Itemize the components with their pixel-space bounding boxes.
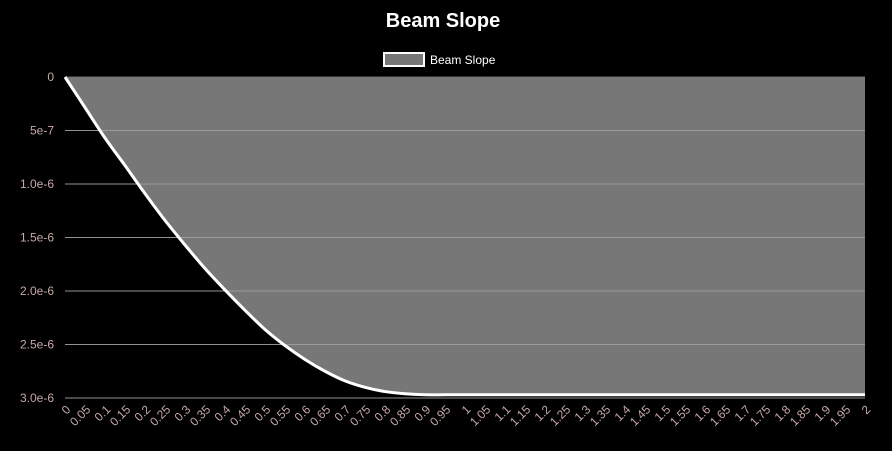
legend[interactable]: Beam Slope [383, 52, 496, 67]
x-tick-label: 1.75 [747, 402, 774, 429]
x-tick-label: 0.75 [347, 402, 374, 429]
x-tick-label: 1.55 [667, 402, 694, 429]
x-tick-label: 0.35 [187, 402, 214, 429]
y-tick-label: 1.5e-6 [20, 231, 54, 245]
x-tick-label: 0.85 [387, 402, 414, 429]
y-tick-label: 2.5e-6 [20, 338, 54, 352]
x-tick-label: 1.35 [587, 402, 614, 429]
y-tick-label: 1.0e-6 [20, 177, 54, 191]
y-tick-label: 3.0e-6 [20, 391, 54, 405]
x-tick-label: 0.15 [107, 402, 134, 429]
x-tick-label: 1.05 [467, 402, 494, 429]
legend-swatch[interactable] [383, 52, 425, 67]
x-tick-label: 1.15 [507, 402, 534, 429]
y-tick-label: 2.0e-6 [20, 284, 54, 298]
x-tick-label: 1.95 [827, 402, 854, 429]
beam-slope-area [65, 77, 865, 395]
x-tick-label: 1.45 [627, 402, 654, 429]
x-tick-label: 0.45 [227, 402, 254, 429]
x-tick-label: 0.95 [427, 402, 454, 429]
beam-slope-line [63, 76, 865, 397]
x-tick-label: 2 [859, 402, 874, 417]
x-tick-label: 0.65 [307, 402, 334, 429]
y-axis-ticks: 0 5e-7 1.0e-6 1.5e-6 2.0e-6 2.5e-6 3.0e-6 [20, 70, 54, 405]
x-tick-label: 1.65 [707, 402, 734, 429]
x-tick-label: 0.25 [147, 402, 174, 429]
y-tick-label: 0 [47, 70, 54, 84]
x-tick-label: 0.55 [267, 402, 294, 429]
x-tick-label: 1.85 [787, 402, 814, 429]
x-axis-ticks: 00.050.10.150.20.250.30.350.40.450.50.55… [59, 402, 874, 429]
x-tick-label: 1.25 [547, 402, 574, 429]
y-tick-label: 5e-7 [30, 124, 54, 138]
plot-area [63, 76, 865, 399]
legend-label[interactable]: Beam Slope [430, 53, 496, 67]
chart-title: Beam Slope [386, 10, 500, 32]
x-tick-label: 0.05 [67, 402, 94, 429]
